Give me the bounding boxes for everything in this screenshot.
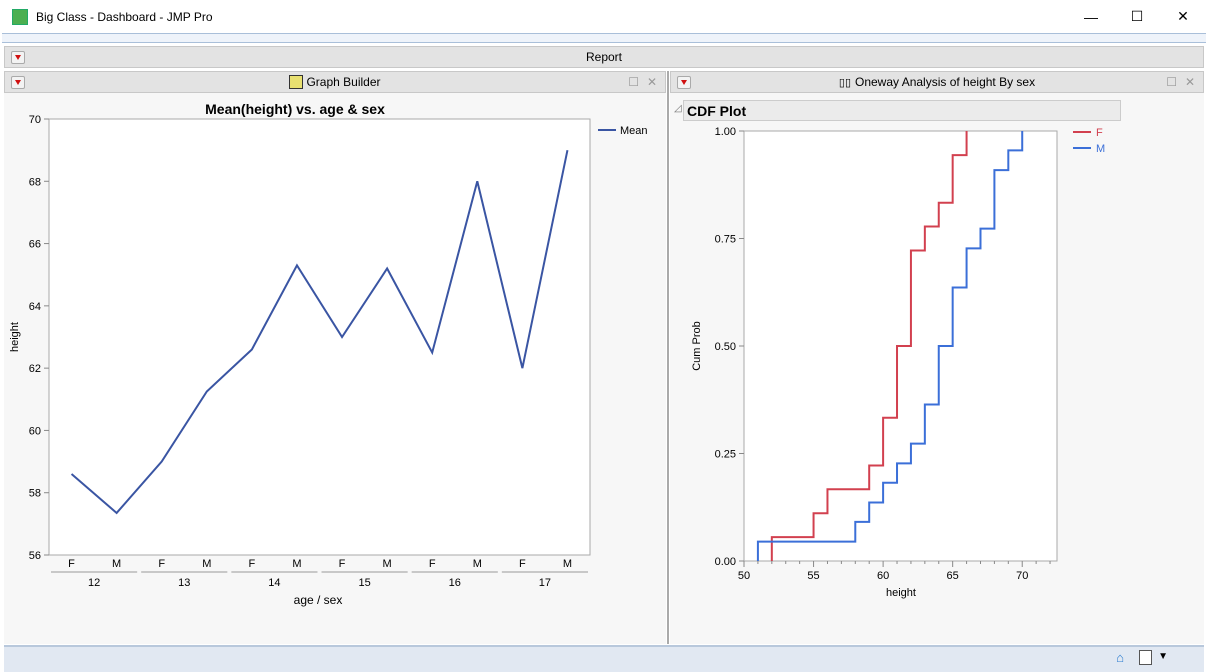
y-tick-label: 70 (29, 114, 41, 126)
x-tick-label: 65 (947, 570, 959, 582)
status-bar: ⌂ ▼ (4, 645, 1204, 672)
report-label: Report (585, 50, 623, 64)
sub-label: M (563, 558, 572, 570)
y-tick-label: 64 (29, 301, 41, 313)
y-tick-label: 68 (29, 176, 41, 188)
y-tick-label: 0.25 (715, 449, 736, 461)
x-tick-label: 70 (1016, 570, 1028, 582)
graph-builder-menu-button[interactable] (11, 76, 25, 89)
cdf-plot-outline[interactable]: CDF Plot (683, 100, 1121, 121)
oneway-menu-button[interactable] (677, 76, 691, 89)
dropdown-arrow-icon[interactable]: ▼ (1158, 651, 1168, 662)
report-menu-button[interactable] (11, 51, 25, 64)
x-tick-label: 60 (877, 570, 889, 582)
sub-label: M (292, 558, 301, 570)
maximize-panel-icon[interactable]: ☐ (628, 75, 639, 89)
close-button[interactable]: ✕ (1177, 8, 1189, 24)
sub-label: F (339, 558, 346, 570)
y-tick-label: 0.00 (715, 556, 736, 568)
maximize-button[interactable]: ☐ (1130, 8, 1144, 24)
y-tick-label: 62 (29, 363, 41, 375)
x-axis-label: age / sex (294, 593, 343, 607)
y-tick-label: 1.00 (715, 126, 736, 138)
mean-line (70, 149, 569, 515)
y-tick-label: 0.75 (715, 234, 736, 246)
y-axis-label: height (9, 322, 21, 352)
view-toggle-icon[interactable] (1139, 650, 1152, 665)
report-header: Report (4, 46, 1204, 68)
graph-builder-icon (289, 75, 304, 89)
splitter[interactable] (667, 71, 669, 644)
sub-label: F (158, 558, 165, 570)
sub-label: M (473, 558, 482, 570)
sub-label: M (202, 558, 211, 570)
jmp-app-icon (12, 8, 28, 25)
group-label: 12 (88, 577, 100, 589)
panel-title: Graph Builder (306, 75, 381, 89)
title-bar: Big Class - Dashboard - JMP Pro (0, 0, 1208, 33)
group-label: 14 (268, 577, 280, 589)
cdf-line-m (756, 131, 1024, 561)
panel-title: Oneway Analysis of height By sex (855, 75, 1036, 89)
y-tick-label: 56 (29, 550, 41, 562)
y-tick-label: 58 (29, 488, 41, 500)
oneway-header: ▯▯ Oneway Analysis of height By sex ☐ ✕ (670, 71, 1204, 93)
oneway-icon: ▯▯ (838, 76, 851, 89)
sub-label: M (112, 558, 121, 570)
graph-builder-header: Graph Builder ☐ ✕ (4, 71, 666, 93)
legend-label-f: F (1096, 127, 1103, 139)
divider (2, 33, 1206, 43)
maximize-panel-icon[interactable]: ☐ (1166, 75, 1177, 89)
y-axis-label: Cum Prob (691, 321, 703, 371)
chart-title: Mean(height) vs. age & sex (205, 101, 385, 117)
sub-label: F (249, 558, 256, 570)
sub-label: F (519, 558, 526, 570)
x-tick-label: 55 (807, 570, 819, 582)
close-panel-icon[interactable]: ✕ (646, 75, 657, 89)
window-title: Big Class - Dashboard - JMP Pro (36, 9, 213, 24)
minimize-button[interactable]: — (1084, 8, 1098, 25)
sub-label: F (68, 558, 75, 570)
sub-label: F (429, 558, 436, 570)
close-panel-icon[interactable]: ✕ (1184, 75, 1195, 89)
group-label: 13 (178, 577, 190, 589)
sub-label: M (383, 558, 392, 570)
legend-label-mean: Mean (620, 125, 648, 137)
x-tick-label: 50 (738, 570, 750, 582)
home-icon[interactable]: ⌂ (1116, 650, 1124, 665)
y-tick-label: 60 (29, 425, 41, 437)
y-tick-label: 0.50 (715, 341, 736, 353)
cdf-line-f (770, 131, 968, 561)
group-label: 16 (449, 577, 461, 589)
y-tick-label: 66 (29, 239, 41, 251)
disclosure-icon[interactable]: ◿ (674, 103, 682, 114)
plot-area (48, 118, 591, 556)
x-axis-label: height (886, 587, 916, 599)
group-label: 15 (358, 577, 370, 589)
group-label: 17 (539, 577, 551, 589)
legend-label-m: M (1096, 143, 1105, 155)
